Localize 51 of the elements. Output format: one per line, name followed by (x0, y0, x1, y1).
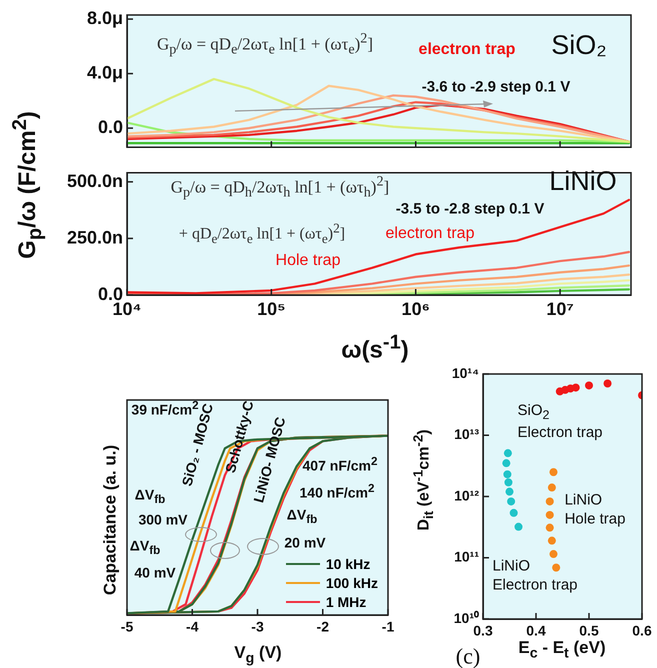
annotation: -3.6 to -2.9 step 0.1 V (422, 78, 570, 98)
x-axis-title: V$_{g}$ (V) (234, 642, 282, 668)
text: G$_{p}$/ω = qD$_{e}$/2ωτ$_{e}$ ln[1 + (ωτ$_{e}$)$^{2}$] (156, 30, 374, 58)
annotation: ΔV$_{fb}$ (134, 486, 166, 508)
y-tick-label: 10¹³ (454, 426, 480, 442)
y-tick-label: 4.0μ (86, 62, 123, 83)
x-tick-label: 0.4 (526, 622, 546, 638)
y-tick-label: 10¹⁴ (452, 364, 480, 381)
y-tick-label: 10¹¹ (454, 548, 480, 565)
x-tick-label: -2 (316, 618, 330, 634)
annotation: 40 mV (134, 564, 176, 582)
annotation: 20 mV (284, 534, 326, 552)
x-tick-label: 0.6 (632, 622, 652, 638)
annotation: electron trap (386, 224, 474, 244)
x-tick-label: -5 (120, 618, 134, 634)
y-tick-label: 10¹² (454, 487, 480, 504)
y-tick-label: 250.0n (66, 227, 123, 248)
annotation: ΔV$_{fb}$ (286, 506, 318, 528)
y-tick-label: 8.0μ (86, 8, 123, 28)
x-axis-title: E$_{c}$ - E$_{t}$ (eV) (518, 636, 606, 664)
y-axis-title: Capacitance (a. u.) (99, 444, 120, 596)
x-axis-title: ω(s$^{-1}$) (341, 330, 409, 366)
x-tick-label: -3 (251, 618, 264, 634)
y-tick-label: 0.0 (98, 117, 123, 138)
x-tick-label: -1 (382, 618, 394, 634)
legend-label: 100 kHz (326, 574, 378, 590)
annotation: 407 nF/cm$^{2}$ (302, 454, 378, 476)
legend-label: 10 kHz (326, 556, 370, 572)
annotation: Hole trap (276, 251, 340, 271)
annotation: LiNiO- MOSC (250, 415, 290, 505)
annotation: SiO$_{2}$ Electron trap (517, 402, 603, 442)
annotation: ΔV$_{fb}$ (130, 537, 160, 559)
x-tick-label: 10⁷ (546, 298, 574, 319)
text: G$_{p}$/ω = qD$_{h}$/2ωτ$_{h}$ ln[1 + (ωτ$_{h}$)$^{2}$] (170, 174, 390, 201)
annotation: electron trap (418, 40, 516, 60)
annotation: SiO₂ (551, 29, 607, 62)
annotation: LiNiO Hole trap (564, 491, 626, 529)
annotation: LiNiO (549, 165, 617, 198)
y-tick-label: 500.0n (66, 170, 123, 191)
text: + qD$_{e}$/2ωτ$_{e}$ ln[1 + (ωτ$_{e}$)$^{2}$] (178, 220, 346, 246)
x-tick-label: 10⁵ (257, 298, 286, 319)
x-tick-label: -4 (186, 618, 199, 634)
y-tick-label: 0.0 (98, 284, 123, 304)
x-tick-label: 10⁶ (402, 298, 430, 319)
legend-label: 1 MHz (326, 594, 366, 610)
annotation: 140 nF/cm$^{2}$ (300, 482, 374, 502)
annotation: LiNiO Electron trap (492, 557, 578, 595)
annotation: -3.5 to -2.8 step 0.1 V (396, 200, 544, 220)
x-tick-label: 0.5 (579, 622, 599, 638)
annotation: 300 mV (138, 511, 188, 529)
text: (c) (456, 642, 480, 668)
